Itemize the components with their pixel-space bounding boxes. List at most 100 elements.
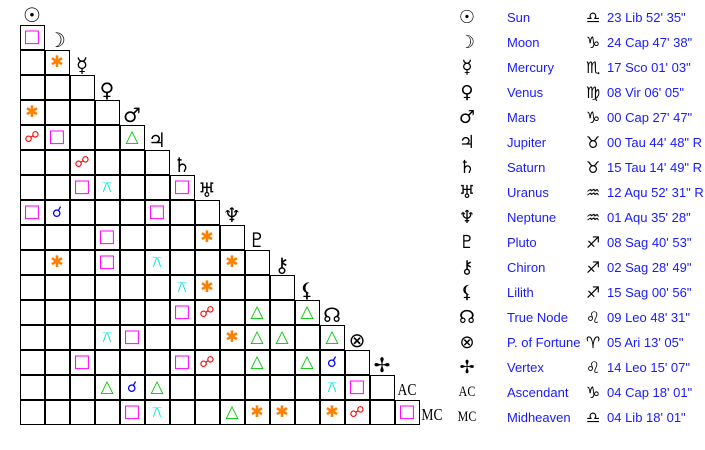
grid-cell-vertex-mercury: □︎ bbox=[69, 349, 95, 375]
grid-cell-neptune-sun: □︎ bbox=[19, 199, 45, 225]
grid-cell-true-node-jupiter bbox=[144, 299, 170, 325]
grid-cell-uranus-jupiter bbox=[144, 174, 170, 200]
sextile-aspect-icon: ✱︎ bbox=[225, 252, 239, 271]
grid-cell-p-of-fortune-saturn bbox=[169, 324, 195, 350]
square-aspect-icon: □︎ bbox=[98, 251, 116, 272]
midheaven-glyph-icon: MC bbox=[421, 405, 443, 424]
body-name: Uranus bbox=[507, 185, 549, 200]
body-position: 00 Cap 27' 47" bbox=[607, 110, 693, 125]
jupiter-icon: ♃︎ bbox=[458, 132, 476, 153]
conjunction-aspect-icon: ☌︎ bbox=[126, 377, 138, 396]
grid-cell-p-of-fortune-mercury bbox=[69, 324, 95, 350]
mars-glyph-icon: ♂︎ bbox=[123, 103, 141, 127]
sextile-aspect-icon: ✱︎ bbox=[50, 52, 64, 71]
zodiac-sign-icon: ♒︎ bbox=[585, 183, 601, 202]
grid-cell-ascendant-vertex bbox=[369, 374, 395, 400]
grid-cell-ascendant-moon bbox=[44, 374, 70, 400]
grid-cell-midheaven-pluto: ✱︎ bbox=[244, 399, 270, 425]
grid-cell-chiron-venus: □︎ bbox=[94, 249, 120, 275]
grid-cell-mars-mercury bbox=[69, 99, 95, 125]
square-aspect-icon: □︎ bbox=[98, 226, 116, 247]
grid-cell-venus-mercury bbox=[69, 74, 95, 100]
body-name: Sun bbox=[507, 10, 531, 25]
grid-cell-uranus-mercury: □︎ bbox=[69, 174, 95, 200]
grid-cell-ascendant-true-node: ⚻︎ bbox=[319, 374, 345, 400]
grid-cell-venus-moon bbox=[44, 74, 70, 100]
opposition-aspect-icon: ☍︎ bbox=[74, 152, 90, 171]
zodiac-sign-icon: ♐︎ bbox=[585, 258, 601, 277]
grid-cell-true-node-mercury bbox=[69, 299, 95, 325]
grid-cell-p-of-fortune-uranus bbox=[194, 324, 220, 350]
sextile-aspect-icon: ✱︎ bbox=[275, 402, 289, 421]
grid-cell-mercury-sun bbox=[19, 49, 45, 75]
grid-cell-lilith-uranus: ✱︎ bbox=[194, 274, 220, 300]
square-aspect-icon: □︎ bbox=[23, 26, 41, 47]
chiron-icon: ⚷︎ bbox=[460, 257, 474, 278]
grid-cell-midheaven-mars: □︎ bbox=[119, 399, 145, 425]
position-row-uranus: ♅︎ Uranus ♒︎ 12 Aqu 52' 31" R bbox=[455, 180, 705, 205]
body-name: Vertex bbox=[507, 360, 544, 375]
sextile-aspect-icon: ✱︎ bbox=[200, 277, 214, 296]
grid-cell-lilith-mars bbox=[119, 274, 145, 300]
grid-cell-true-node-mars bbox=[119, 299, 145, 325]
grid-cell-ascendant-uranus bbox=[194, 374, 220, 400]
opposition-aspect-icon: ☍︎ bbox=[199, 352, 215, 371]
zodiac-sign-icon: ♍︎ bbox=[585, 83, 601, 102]
grid-cell-jupiter-sun: ☍︎ bbox=[19, 124, 45, 150]
trine-aspect-icon: △︎ bbox=[250, 301, 264, 322]
grid-cell-midheaven-sun bbox=[19, 399, 45, 425]
opposition-aspect-icon: ☍︎ bbox=[349, 402, 365, 421]
body-name: Venus bbox=[507, 85, 544, 100]
jupiter-glyph-icon: ♃︎ bbox=[148, 128, 166, 152]
uranus-icon: ♅︎ bbox=[458, 182, 476, 203]
quincunx-aspect-icon: ⚻︎ bbox=[152, 402, 162, 421]
square-aspect-icon: □︎ bbox=[23, 201, 41, 222]
grid-cell-venus-sun bbox=[19, 74, 45, 100]
trine-aspect-icon: △︎ bbox=[125, 126, 139, 147]
body-name: True Node bbox=[507, 310, 568, 325]
position-row-midheaven: MC Midheaven ♎︎ 04 Lib 18' 01" bbox=[455, 405, 705, 430]
square-aspect-icon: □︎ bbox=[73, 176, 91, 197]
square-aspect-icon: □︎ bbox=[48, 126, 66, 147]
square-aspect-icon: □︎ bbox=[123, 326, 141, 347]
position-row-moon: ☽︎ Moon ♑︎ 24 Cap 47' 38" bbox=[455, 30, 705, 55]
body-name: Midheaven bbox=[507, 410, 571, 425]
grid-cell-p-of-fortune-pluto: △︎ bbox=[244, 324, 270, 350]
sextile-aspect-icon: ✱︎ bbox=[200, 227, 214, 246]
position-row-mercury: ☿︎ Mercury ♏︎ 17 Sco 01' 03" bbox=[455, 55, 705, 80]
sextile-aspect-icon: ✱︎ bbox=[25, 102, 39, 121]
body-name: Neptune bbox=[507, 210, 557, 225]
conjunction-aspect-icon: ☌︎ bbox=[51, 202, 63, 221]
grid-cell-lilith-chiron bbox=[269, 274, 295, 300]
saturn-icon: ♄︎ bbox=[458, 157, 476, 178]
grid-cell-moon-sun: □︎ bbox=[19, 24, 45, 50]
grid-cell-midheaven-mercury bbox=[69, 399, 95, 425]
quincunx-aspect-icon: ⚻︎ bbox=[152, 252, 162, 271]
grid-cell-lilith-sun bbox=[19, 274, 45, 300]
grid-cell-vertex-jupiter bbox=[144, 349, 170, 375]
grid-cell-mercury-moon: ✱︎ bbox=[44, 49, 70, 75]
midheaven-icon: MC bbox=[457, 409, 477, 425]
grid-cell-pluto-venus: □︎ bbox=[94, 224, 120, 250]
body-name: Chiron bbox=[507, 260, 546, 275]
body-name: Ascendant bbox=[507, 385, 569, 400]
grid-cell-jupiter-mercury bbox=[69, 124, 95, 150]
sextile-aspect-icon: ✱︎ bbox=[50, 252, 64, 271]
square-aspect-icon: □︎ bbox=[173, 301, 191, 322]
zodiac-sign-icon: ♎︎ bbox=[585, 8, 601, 27]
position-row-jupiter: ♃︎ Jupiter ♉︎ 00 Tau 44' 48" R bbox=[455, 130, 705, 155]
saturn-glyph-icon: ♄︎ bbox=[173, 153, 191, 177]
zodiac-sign-icon: ♎︎ bbox=[585, 408, 601, 427]
body-position: 04 Cap 18' 01" bbox=[607, 385, 693, 400]
grid-cell-saturn-jupiter bbox=[144, 149, 170, 175]
grid-cell-vertex-lilith: △︎ bbox=[294, 349, 320, 375]
body-position: 04 Lib 18' 01" bbox=[607, 410, 686, 425]
trine-aspect-icon: △︎ bbox=[100, 376, 114, 397]
p-of-fortune-glyph-icon: ⊗︎ bbox=[348, 328, 366, 352]
p-of-fortune-icon: ⊗︎ bbox=[459, 332, 475, 353]
zodiac-sign-icon: ♌︎ bbox=[585, 308, 601, 327]
grid-cell-ascendant-mars: ☌︎ bbox=[119, 374, 145, 400]
grid-cell-mars-moon bbox=[44, 99, 70, 125]
square-aspect-icon: □︎ bbox=[173, 351, 191, 372]
zodiac-sign-icon: ♌︎ bbox=[585, 358, 601, 377]
